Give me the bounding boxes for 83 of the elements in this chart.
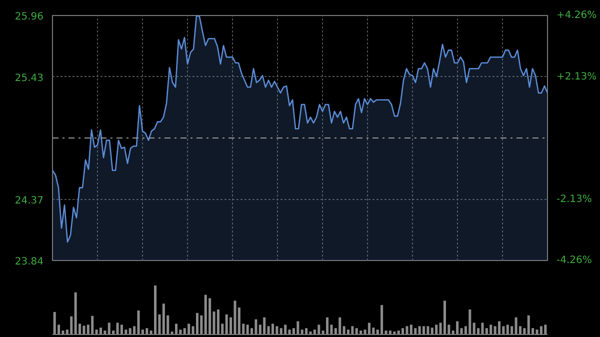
bar xyxy=(397,330,400,334)
bar xyxy=(174,324,178,334)
y2-tick-label: +4.26% xyxy=(556,10,597,21)
bar xyxy=(430,328,434,334)
bar xyxy=(104,330,106,334)
bar xyxy=(338,317,342,334)
bar xyxy=(95,330,98,334)
bar xyxy=(216,310,220,334)
bar xyxy=(300,330,304,334)
bar xyxy=(271,324,274,334)
bar xyxy=(288,330,291,334)
bar xyxy=(296,321,300,334)
bar xyxy=(490,324,492,334)
bar xyxy=(254,319,258,334)
bar xyxy=(510,326,514,334)
bar xyxy=(426,326,430,334)
bar xyxy=(523,328,526,334)
bar xyxy=(196,312,198,334)
bar xyxy=(468,310,472,334)
bar xyxy=(238,308,240,334)
bar xyxy=(208,298,212,334)
y2-tick-label: -4.26% xyxy=(556,255,592,266)
bar xyxy=(267,326,270,334)
y2-tick-label: +2.13% xyxy=(556,71,597,82)
bar xyxy=(443,300,446,334)
bar xyxy=(99,328,102,334)
bar xyxy=(146,328,148,334)
bar xyxy=(351,326,354,334)
bar xyxy=(406,326,408,334)
bar xyxy=(414,328,417,334)
bar xyxy=(162,304,165,334)
y-tick-label: 23.84 xyxy=(14,256,44,268)
bar xyxy=(263,317,266,334)
bar xyxy=(200,315,203,334)
bar xyxy=(402,328,404,334)
bar xyxy=(498,321,501,334)
bar xyxy=(380,305,384,334)
bar xyxy=(360,330,362,334)
bar xyxy=(120,324,123,334)
bar xyxy=(74,292,77,334)
bar xyxy=(342,326,346,334)
y2-tick-label: -2.13% xyxy=(556,194,592,205)
bar xyxy=(485,328,488,334)
bar xyxy=(137,310,140,334)
bar xyxy=(82,326,86,334)
bar xyxy=(70,316,73,334)
y-tick-label: 25.43 xyxy=(14,72,44,84)
bar xyxy=(346,330,350,334)
bar xyxy=(388,330,392,334)
bar xyxy=(527,315,530,334)
bar xyxy=(544,324,547,334)
bar xyxy=(234,300,236,334)
bar xyxy=(355,328,358,334)
bar xyxy=(472,322,476,334)
bar xyxy=(188,324,190,334)
bar xyxy=(456,321,459,334)
bar xyxy=(481,322,484,334)
bar xyxy=(204,294,207,334)
bar xyxy=(318,324,320,334)
bar xyxy=(368,322,370,334)
bar xyxy=(108,322,110,334)
bar xyxy=(91,316,94,334)
bar xyxy=(225,314,228,334)
bar xyxy=(280,328,282,334)
bar xyxy=(540,326,542,334)
bar xyxy=(116,322,119,334)
bar xyxy=(514,317,518,334)
bar xyxy=(422,326,426,334)
bar xyxy=(276,326,278,334)
bar xyxy=(506,324,509,334)
bar xyxy=(418,326,421,334)
bar xyxy=(435,324,438,334)
bar xyxy=(536,330,538,334)
y-tick-label: 24.37 xyxy=(14,195,44,206)
bar xyxy=(305,328,308,334)
bar xyxy=(326,317,329,334)
bar xyxy=(128,328,132,334)
y-tick-label: 25.96 xyxy=(14,12,44,22)
bar xyxy=(53,312,56,334)
bar xyxy=(246,324,249,334)
bar xyxy=(410,324,412,334)
bar xyxy=(154,286,157,334)
bar xyxy=(284,324,287,334)
